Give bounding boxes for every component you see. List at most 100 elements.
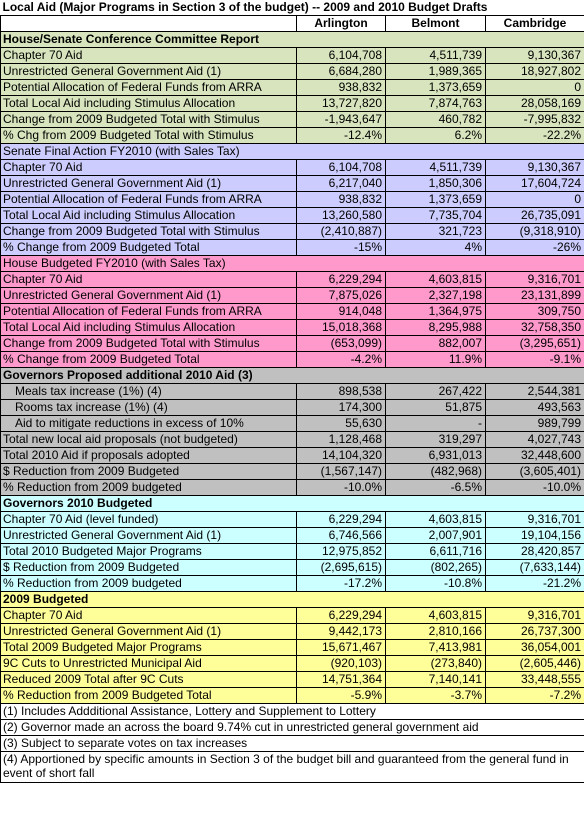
cell-value: 32,758,350: [484, 319, 584, 336]
row-label: Total Local Aid including Stimulus Alloc…: [0, 319, 297, 336]
row-label: Unrestricted General Government Aid (1): [0, 623, 297, 640]
cell-value: 7,735,704: [385, 207, 486, 224]
row-label: Chapter 70 Aid (level funded): [0, 511, 297, 528]
cell-value: 51,875: [385, 399, 486, 416]
section-title: House Budgeted FY2010 (with Sales Tax): [0, 255, 584, 272]
cell-value: -10.8%: [385, 575, 486, 592]
data-row: Chapter 70 Aid 6,104,708 4,511,739 9,130,36…: [0, 159, 584, 176]
cell-value: 4,603,815: [385, 511, 486, 528]
cell-value: 28,058,169: [484, 95, 584, 112]
table-body: Local Aid (Major Programs in Section 3 o…: [0, 0, 584, 783]
data-row: Unrestricted General Government Aid (1) 9…: [0, 623, 584, 640]
data-row: Aid to mitigate reductions in excess of …: [0, 415, 584, 432]
cell-value: 17,604,724: [484, 175, 584, 192]
cell-value: 267,422: [385, 383, 486, 400]
data-row: Unrestricted General Government Aid (1) 6…: [0, 63, 584, 80]
cell-value: -10.0%: [296, 479, 386, 496]
row-label: % Reduction from 2009 Budgeted Total: [0, 687, 297, 704]
section-title: Governors Proposed additional 2010 Aid (…: [0, 367, 584, 384]
cell-value: (2,605,446): [484, 655, 584, 672]
row-label: Change from 2009 Budgeted Total with Sti…: [0, 111, 297, 128]
note-row: (3) Subject to separate votes on tax inc…: [0, 735, 584, 752]
cell-value: (7,633,144): [484, 559, 584, 576]
cell-value: -6.5%: [385, 479, 486, 496]
data-row: Total Local Aid including Stimulus Alloc…: [0, 207, 584, 224]
cell-value: 321,723: [385, 223, 486, 240]
data-row: % Change from 2009 Budgeted Total -15% 4% -…: [0, 239, 584, 256]
note-row: (1) Includes Addditional Assistance, Lot…: [0, 703, 584, 720]
cell-value: 23,131,899: [484, 287, 584, 304]
cell-value: 6,931,013: [385, 447, 486, 464]
row-label: Meals tax increase (1%) (4): [0, 383, 297, 400]
data-row: Unrestricted General Government Aid (1) 6…: [0, 175, 584, 192]
section-title: House/Senate Conference Committee Report: [0, 31, 584, 48]
data-row: Change from 2009 Budgeted Total with Sti…: [0, 335, 584, 352]
cell-value: 9,442,173: [296, 623, 386, 640]
cell-value: 898,538: [296, 383, 386, 400]
cell-value: 4,511,739: [385, 159, 486, 176]
cell-value: 938,832: [296, 191, 386, 208]
cell-value: -4.2%: [296, 351, 386, 368]
cell-value: (1,567,147): [296, 463, 386, 480]
cell-value: -22.2%: [484, 127, 584, 144]
data-row: Total Local Aid including Stimulus Alloc…: [0, 319, 584, 336]
cell-value: 11.9%: [385, 351, 486, 368]
cell-value: 882,007: [385, 335, 486, 352]
budget-table: Local Aid (Major Programs in Section 3 o…: [0, 0, 584, 783]
cell-value: -12.4%: [296, 127, 386, 144]
cell-value: 15,671,467: [296, 639, 386, 656]
cell-value: 4,603,815: [385, 607, 486, 624]
data-row: Chapter 70 Aid (level funded) 6,229,294 4,…: [0, 511, 584, 528]
data-row: Meals tax increase (1%) (4) 898,538 267,42…: [0, 383, 584, 400]
cell-value: 319,297: [385, 431, 486, 448]
row-label: Total 2010 Budgeted Major Programs: [0, 543, 297, 560]
cell-value: 2,327,198: [385, 287, 486, 304]
data-row: Unrestricted General Government Aid (1) 7…: [0, 287, 584, 304]
row-label: $ Reduction from 2009 Budgeted: [0, 463, 297, 480]
cell-value: 4%: [385, 239, 486, 256]
cell-value: 0: [484, 79, 584, 96]
data-row: Total Local Aid including Stimulus Alloc…: [0, 95, 584, 112]
cell-value: (653,099): [296, 335, 386, 352]
cell-value: -21.2%: [484, 575, 584, 592]
row-label: Potential Allocation of Federal Funds fr…: [0, 191, 297, 208]
data-row: Total 2010 Budgeted Major Programs 12,975…: [0, 543, 584, 560]
row-label: Unrestricted General Government Aid (1): [0, 63, 297, 80]
cell-value: 4,027,743: [484, 431, 584, 448]
cell-value: 6,104,708: [296, 159, 386, 176]
data-row: Unrestricted General Government Aid (1) 6…: [0, 527, 584, 544]
cell-value: 26,735,091: [484, 207, 584, 224]
data-row: $ Reduction from 2009 Budgeted (2,695,615…: [0, 559, 584, 576]
row-label: Change from 2009 Budgeted Total with Sti…: [0, 335, 297, 352]
cell-value: 7,874,763: [385, 95, 486, 112]
cell-value: 6,229,294: [296, 607, 386, 624]
cell-value: (3,295,651): [484, 335, 584, 352]
section-header-row: House/Senate Conference Committee Report: [0, 31, 584, 48]
cell-value: 33,448,555: [484, 671, 584, 688]
cell-value: 8,295,988: [385, 319, 486, 336]
data-row: Total 2009 Budgeted Major Programs 15,671…: [0, 639, 584, 656]
row-label: % Change from 2009 Budgeted Total: [0, 351, 297, 368]
cell-value: 6,746,566: [296, 527, 386, 544]
cell-value: 14,751,364: [296, 671, 386, 688]
row-label: Reduced 2009 Total after 9C Cuts: [0, 671, 297, 688]
data-row: $ Reduction from 2009 Budgeted (1,567,147…: [0, 463, 584, 480]
cell-value: -17.2%: [296, 575, 386, 592]
row-label: Rooms tax increase (1%) (4): [0, 399, 297, 416]
cell-value: 9,130,367: [484, 159, 584, 176]
cell-value: 55,630: [296, 415, 386, 432]
column-header: Cambridge: [484, 15, 584, 32]
row-label: Chapter 70 Aid: [0, 271, 297, 288]
cell-value: 9,316,701: [484, 607, 584, 624]
row-label: Total 2010 Aid if proposals adopted: [0, 447, 297, 464]
cell-value: -5.9%: [296, 687, 386, 704]
row-label: Aid to mitigate reductions in excess of …: [0, 415, 297, 432]
cell-value: 15,018,368: [296, 319, 386, 336]
cell-value: (273,840): [385, 655, 486, 672]
data-row: Chapter 70 Aid 6,229,294 4,603,815 9,316,70…: [0, 607, 584, 624]
footnote: (4) Apportioned by specific amounts in S…: [0, 751, 584, 783]
table-title: Local Aid (Major Programs in Section 3 o…: [0, 0, 584, 16]
cell-value: 9,316,701: [484, 511, 584, 528]
row-label: Unrestricted General Government Aid (1): [0, 527, 297, 544]
